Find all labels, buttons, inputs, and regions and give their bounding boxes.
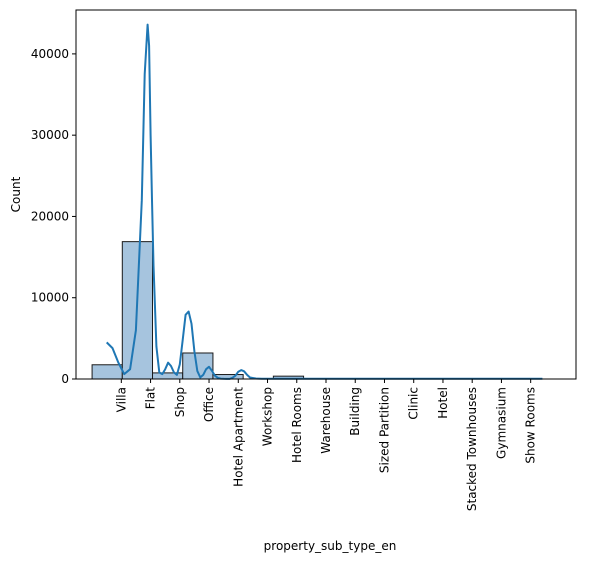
y-tick-label: 30000	[31, 128, 69, 142]
histogram-bar	[91, 364, 123, 380]
y-axis: 0 10000 20000 30000 40000	[31, 47, 76, 386]
x-tick-label: Villa	[114, 387, 128, 412]
x-tick-label: Office	[202, 387, 216, 422]
y-tick-label: 40000	[31, 47, 69, 61]
x-tick-label: Building	[348, 387, 362, 436]
x-tick-label: Gymnasium	[494, 387, 508, 459]
histogram-bars	[91, 241, 305, 380]
x-tick-label: Show Rooms	[524, 387, 538, 464]
x-tick-label: Hotel Rooms	[290, 387, 304, 463]
x-tick-label: Hotel Apartment	[231, 387, 245, 487]
y-axis-label: Count	[9, 176, 23, 212]
y-tick-label: 10000	[31, 291, 69, 305]
y-tick-label: 0	[61, 372, 69, 386]
x-tick-label: Sized Partition	[377, 387, 391, 473]
x-axis: Villa Flat Shop Office Hotel Apartment Worksh…	[114, 379, 538, 511]
kde-line	[105, 23, 543, 380]
x-tick-label: Flat	[144, 387, 158, 410]
x-tick-label: Shop	[173, 387, 187, 417]
x-tick-label: Clinic	[407, 387, 421, 420]
x-tick-label: Warehouse	[319, 387, 333, 454]
kde-layer	[105, 23, 543, 380]
x-axis-label: property_sub_type_en	[264, 539, 397, 553]
y-tick-label: 20000	[31, 209, 69, 223]
x-tick-label: Workshop	[261, 387, 275, 446]
x-tick-label: Stacked Townhouses	[465, 387, 479, 511]
x-tick-label: Hotel	[436, 387, 450, 419]
